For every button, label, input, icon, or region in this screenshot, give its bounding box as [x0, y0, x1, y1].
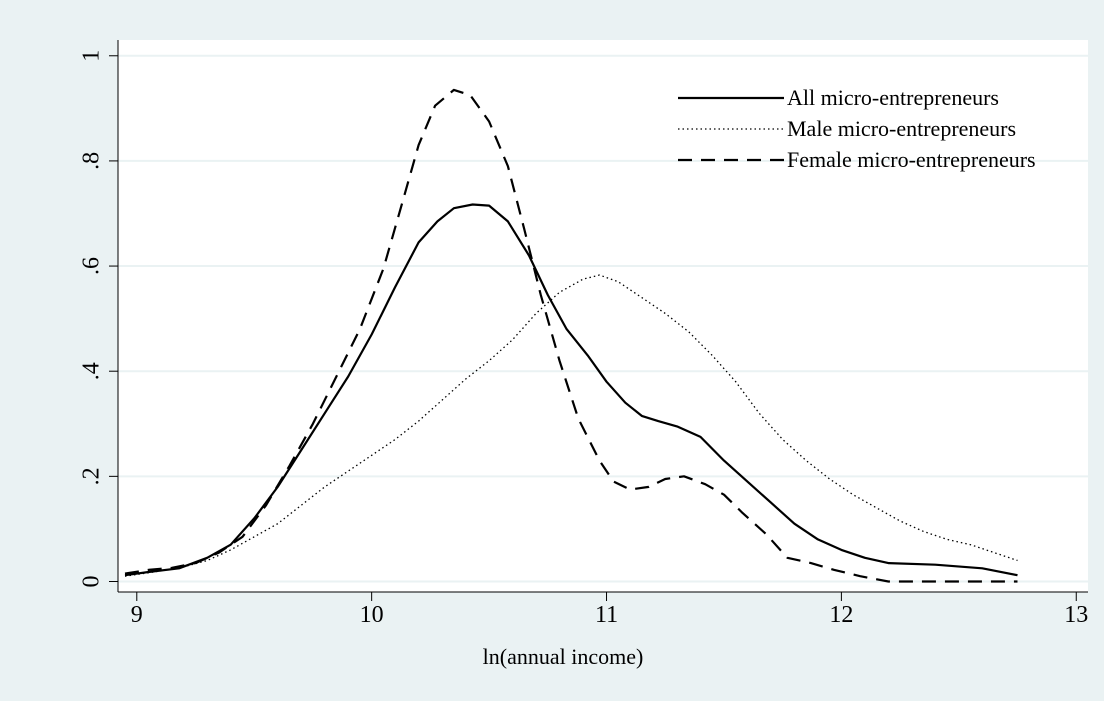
- legend-label-1: All micro-entrepreneurs: [787, 85, 999, 110]
- x-axis-title: ln(annual income): [483, 644, 644, 669]
- series-line-1: [124, 203, 1018, 577]
- legend-label-2: Male micro-entrepreneurs: [787, 116, 1016, 141]
- y-tick-label: .2: [78, 467, 104, 485]
- legend-label-3: Female micro-entrepreneurs: [787, 147, 1036, 172]
- series-line-3: [124, 88, 1018, 583]
- x-tick-label: 12: [829, 602, 853, 628]
- y-tick-label: .4: [78, 362, 104, 380]
- y-tick-label: .6: [78, 257, 104, 275]
- axes: 0 .2 .4 .6 .8 1 9 10 11 12 13: [78, 40, 1088, 628]
- x-tick-label: 10: [360, 602, 384, 628]
- x-tick-label: 13: [1064, 602, 1088, 628]
- x-tick-label: 11: [595, 602, 618, 628]
- gridlines: [118, 54, 1088, 583]
- plot-area: [118, 40, 1088, 592]
- series-lines: [124, 88, 1018, 583]
- y-tick-label: .8: [78, 152, 104, 170]
- y-tick-label: 1: [78, 50, 104, 62]
- x-tick-label: 9: [131, 602, 143, 628]
- y-tick-label: 0: [78, 575, 104, 587]
- legend: All micro-entrepreneurs Male micro-entrep…: [678, 85, 1036, 172]
